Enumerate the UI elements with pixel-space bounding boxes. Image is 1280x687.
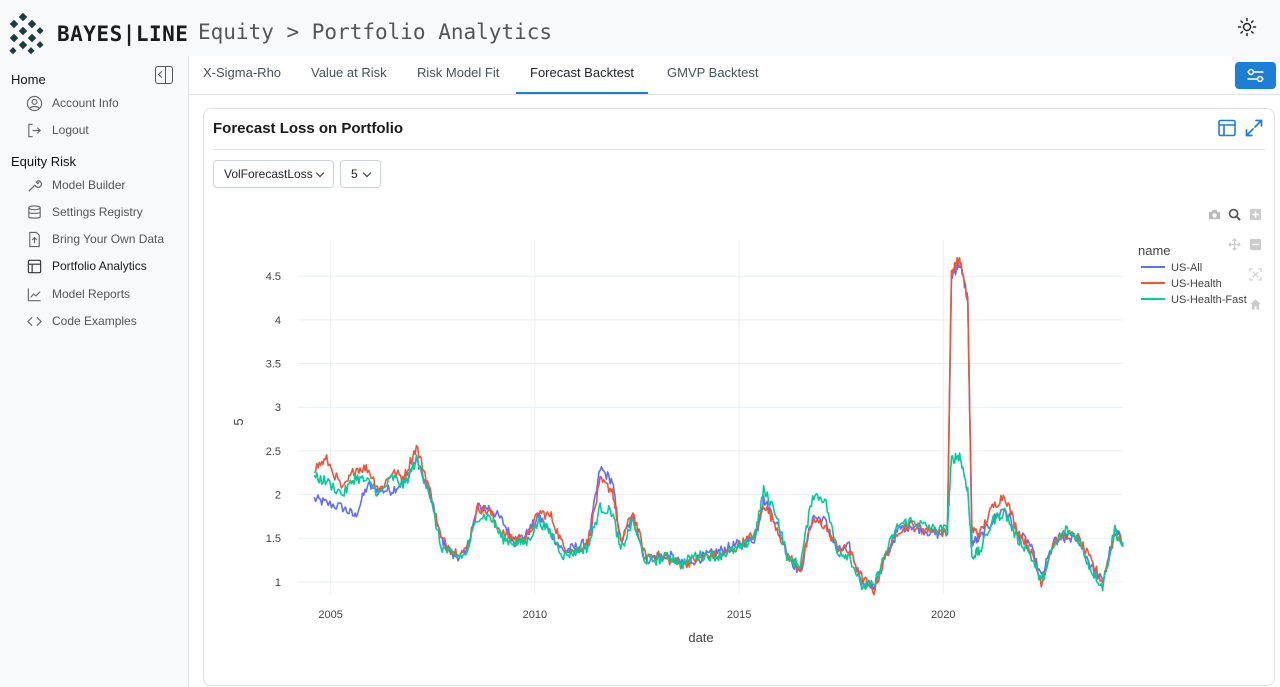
- x-axis-ticks: 2005 2010 2015 2020: [318, 609, 955, 621]
- sidebar-collapse-icon[interactable]: [155, 66, 173, 84]
- sidebar: Home Account Info Logout Equity Risk Mod…: [0, 56, 189, 687]
- expand-icon[interactable]: [1244, 118, 1264, 138]
- logout-icon: [28, 123, 41, 137]
- sidebar-item-label: Settings Registry: [52, 205, 143, 219]
- tab-gmvp-backtest[interactable]: GMVP Backtest: [667, 65, 759, 80]
- y-tick-label: 4: [275, 315, 281, 327]
- reset-axes-icon[interactable]: [1249, 298, 1262, 311]
- legend-item-label[interactable]: US-Health-Fast: [1171, 294, 1247, 306]
- sidebar-item-label: Code Examples: [52, 314, 137, 328]
- sidebar-item-label: Model Reports: [52, 287, 131, 301]
- sidebar-item-label: Bring Your Own Data: [52, 232, 165, 246]
- autoscale-icon[interactable]: [1249, 268, 1262, 281]
- x-axis-label: date: [688, 630, 713, 645]
- y-tick-label: 3: [275, 402, 281, 414]
- table-view-icon[interactable]: [1217, 118, 1237, 138]
- pan-icon[interactable]: [1228, 238, 1241, 251]
- sidebar-item-model-reports[interactable]: Model Reports: [26, 283, 130, 305]
- window-select[interactable]: 5: [340, 160, 381, 188]
- window-select-value: 5: [351, 167, 358, 181]
- metric-select-value: VolForecastLoss: [224, 167, 313, 181]
- sidebar-item-label: Account Info: [52, 96, 119, 110]
- series-line-us-all: [313, 261, 1124, 590]
- legend-title: name: [1138, 243, 1171, 258]
- chevron-down-icon: [362, 168, 372, 178]
- zoom-icon[interactable]: [1228, 208, 1241, 221]
- y-tick-label: 4.5: [266, 271, 281, 283]
- chart-line-icon: [27, 287, 41, 301]
- table-icon: [27, 259, 42, 273]
- y-tick-label: 1: [275, 577, 281, 589]
- chevron-down-icon: [315, 168, 325, 178]
- y-axis-label: 5: [231, 418, 246, 425]
- x-tick-label: 2010: [523, 609, 547, 621]
- tab-risk-model-fit[interactable]: Risk Model Fit: [417, 65, 500, 80]
- tab-value-at-risk[interactable]: Value at Risk: [311, 65, 387, 80]
- tab-bar: X-Sigma-Rho Value at Risk Risk Model Fit…: [189, 56, 1280, 95]
- brand-name: BAYES|LINE: [57, 22, 189, 46]
- code-icon: [27, 316, 42, 326]
- x-tick-label: 2005: [318, 609, 342, 621]
- settings-button[interactable]: [1235, 62, 1276, 89]
- forecast-loss-chart[interactable]: 1 1.5 2 2.5 3 3.5 4 4.5 2005 2010 2015 2020 date 5…: [203, 200, 1275, 670]
- card-title: Forecast Loss on Portfolio: [213, 120, 404, 137]
- legend-item-label[interactable]: US-Health: [1171, 278, 1222, 290]
- y-tick-label: 1.5: [266, 533, 281, 545]
- sidebar-heading-home[interactable]: Home: [11, 72, 46, 87]
- tab-x-sigma-rho[interactable]: X-Sigma-Rho: [203, 65, 282, 80]
- y-tick-label: 2: [275, 490, 281, 502]
- legend-item-label[interactable]: US-All: [1171, 262, 1202, 274]
- y-tick-label: 3.5: [266, 359, 281, 371]
- y-tick-label: 2.5: [266, 446, 281, 458]
- chart-series: [313, 256, 1124, 596]
- series-line-us-health-fast: [313, 452, 1124, 592]
- top-bar: BAYES|LINE Equity > Portfolio Analytics: [0, 0, 1280, 56]
- zoom-in-icon[interactable]: [1249, 208, 1262, 221]
- x-tick-label: 2020: [931, 609, 955, 621]
- sidebar-item-label: Model Builder: [52, 178, 126, 192]
- x-tick-label: 2015: [727, 609, 751, 621]
- sidebar-item-model-builder[interactable]: Model Builder: [26, 174, 125, 196]
- sidebar-item-label: Logout: [52, 123, 89, 137]
- sliders-icon: [1247, 68, 1264, 83]
- metric-select[interactable]: VolForecastLoss: [213, 160, 334, 188]
- zoom-out-icon[interactable]: [1249, 238, 1262, 251]
- wrench-icon: [28, 179, 43, 192]
- chart-grid: [298, 240, 1123, 595]
- breadcrumb: Equity > Portfolio Analytics: [198, 20, 553, 44]
- sidebar-heading-equity-risk[interactable]: Equity Risk: [11, 154, 77, 169]
- y-axis-ticks: 1 1.5 2 2.5 3 3.5 4 4.5: [266, 271, 281, 589]
- card-divider: [213, 149, 1265, 150]
- database-icon: [28, 204, 41, 219]
- series-line-us-health: [313, 256, 1124, 596]
- bayesline-logo-icon[interactable]: [8, 13, 44, 55]
- sidebar-item-code-examples[interactable]: Code Examples: [26, 310, 137, 332]
- sidebar-item-portfolio-analytics[interactable]: Portfolio Analytics: [26, 255, 147, 277]
- camera-icon[interactable]: [1208, 208, 1221, 221]
- sidebar-item-settings-registry[interactable]: Settings Registry: [26, 201, 143, 223]
- sidebar-item-account-info[interactable]: Account Info: [26, 92, 119, 114]
- sun-icon[interactable]: [1237, 17, 1257, 37]
- user-circle-icon: [26, 95, 43, 111]
- sidebar-item-bring-your-own-data[interactable]: Bring Your Own Data: [26, 228, 164, 250]
- sidebar-item-logout[interactable]: Logout: [26, 119, 89, 141]
- legend[interactable]: name US-All US-Health US-Health-Fast: [1138, 243, 1247, 306]
- file-upload-icon: [29, 231, 40, 247]
- tab-forecast-backtest[interactable]: Forecast Backtest: [516, 56, 649, 94]
- sidebar-item-label: Portfolio Analytics: [52, 259, 147, 273]
